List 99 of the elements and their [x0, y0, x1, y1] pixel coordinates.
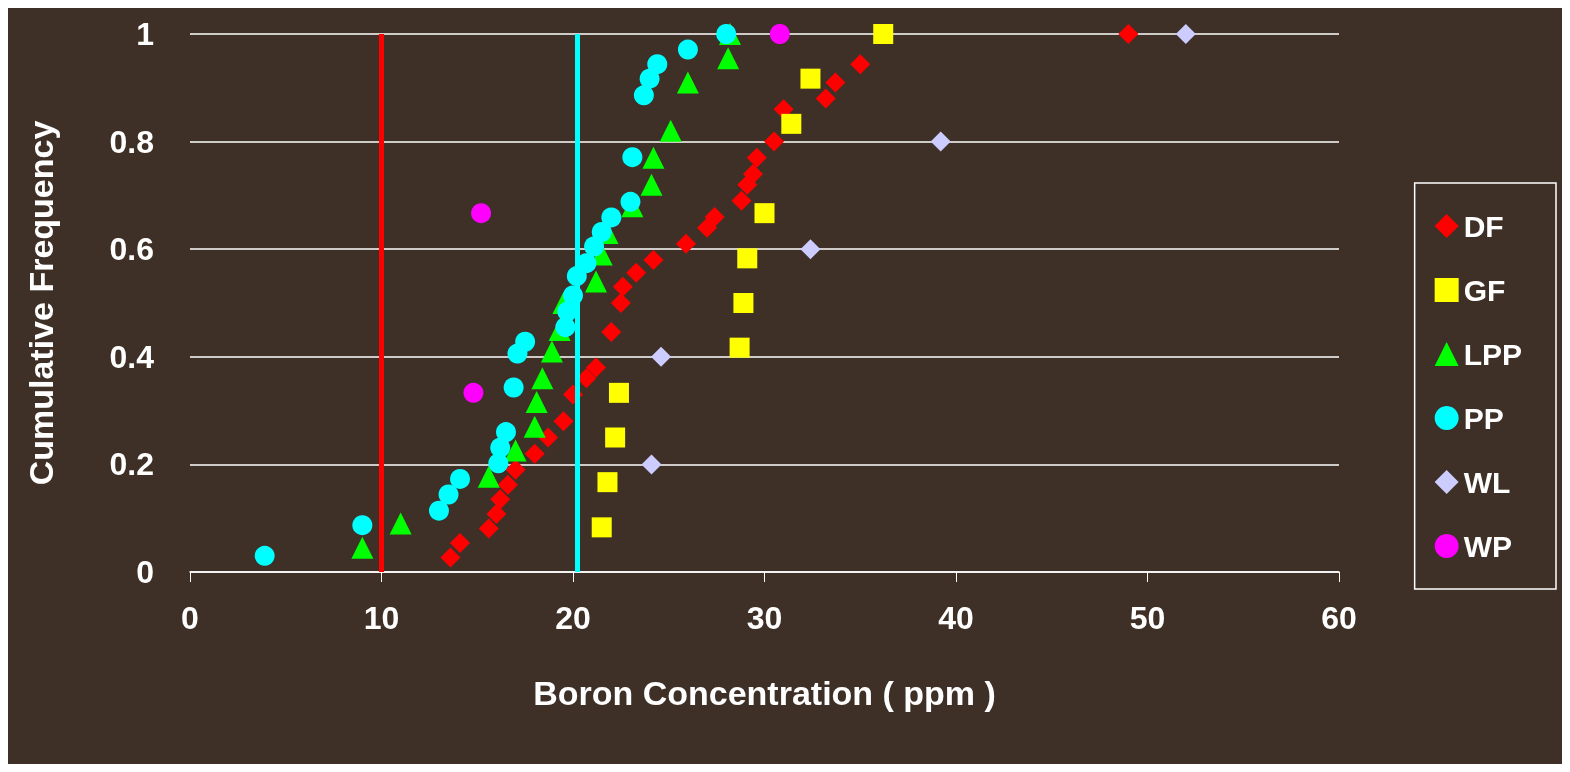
point: [351, 536, 374, 559]
point: [553, 411, 574, 432]
legend-label: DF: [1463, 209, 1504, 243]
point: [610, 293, 631, 313]
x-tick-label: 20: [555, 600, 591, 636]
point: [729, 337, 750, 358]
legend-label: GF: [1463, 273, 1506, 307]
point: [677, 39, 698, 60]
point: [585, 357, 606, 378]
point: [601, 322, 622, 343]
x-tick-label: 30: [746, 600, 783, 636]
point: [523, 415, 546, 438]
point: [450, 468, 471, 489]
x-axis-title: Boron Concentration ( ppm ): [533, 674, 996, 712]
point: [389, 512, 412, 535]
y-tick-label: 0: [136, 554, 154, 590]
point: [591, 221, 612, 242]
point: [540, 340, 563, 363]
point: [850, 54, 871, 75]
point: [815, 88, 836, 109]
point: [622, 147, 643, 168]
y-tick-label: 0.2: [109, 446, 154, 483]
x-tick-label: 10: [363, 600, 400, 636]
point: [651, 346, 672, 367]
legend-label: WL: [1463, 465, 1511, 499]
x-tick-label: 60: [1321, 600, 1357, 636]
point: [463, 382, 484, 403]
point: [490, 489, 511, 510]
point: [769, 24, 790, 44]
y-tick-label: 0.4: [109, 338, 155, 375]
point: [642, 146, 665, 169]
point: [608, 382, 629, 403]
legend-label: PP: [1463, 401, 1504, 435]
point: [584, 270, 607, 293]
point: [733, 293, 754, 313]
point: [486, 503, 507, 524]
point: [478, 518, 499, 539]
point: [612, 276, 633, 297]
point: [1118, 24, 1139, 44]
point: [490, 437, 511, 458]
point: [647, 54, 668, 75]
point: [505, 459, 526, 480]
point: [633, 85, 654, 106]
point: [737, 248, 758, 269]
point: [626, 262, 647, 283]
y-tick-label: 1: [136, 16, 154, 52]
point: [743, 163, 764, 184]
point: [591, 517, 612, 538]
point: [873, 24, 894, 44]
point: [450, 532, 471, 553]
point: [800, 239, 821, 260]
point: [640, 173, 663, 196]
point: [746, 147, 767, 168]
point: [477, 465, 500, 488]
point: [641, 454, 662, 475]
point: [717, 47, 740, 70]
y-axis-title: Cumulative Frequency: [22, 120, 60, 486]
point: [731, 190, 752, 211]
point: [515, 331, 536, 352]
x-tick-label: 50: [1129, 600, 1166, 636]
point: [620, 191, 641, 212]
point: [704, 206, 725, 227]
point: [676, 71, 699, 94]
point: [754, 203, 775, 224]
point: [781, 113, 802, 134]
point: [643, 249, 664, 270]
y-tick-label: 0.8: [109, 123, 154, 160]
point: [428, 500, 449, 521]
point: [605, 427, 626, 448]
point: [659, 119, 682, 142]
legend-label: WP: [1463, 529, 1512, 563]
x-tick-label: 0: [181, 600, 199, 636]
point: [471, 203, 492, 224]
point: [825, 72, 846, 93]
y-tick-label: 0.6: [109, 231, 154, 268]
point: [601, 207, 622, 228]
point: [438, 484, 459, 505]
point: [764, 131, 785, 152]
point: [800, 68, 821, 89]
point: [504, 439, 527, 462]
point: [531, 367, 554, 390]
legend-label: LPP: [1463, 337, 1523, 371]
x-tick-label: 40: [938, 600, 974, 636]
point: [716, 24, 737, 44]
point: [496, 422, 516, 443]
point: [584, 236, 605, 257]
point: [930, 131, 951, 152]
point: [503, 377, 524, 398]
point: [697, 217, 718, 238]
point: [639, 68, 660, 89]
point: [440, 547, 461, 568]
point: [597, 472, 618, 493]
point: [254, 545, 275, 566]
point: [1175, 24, 1196, 44]
point: [352, 515, 373, 536]
point: [675, 233, 696, 254]
point: [497, 474, 518, 495]
point: [525, 390, 548, 413]
point: [524, 443, 545, 464]
